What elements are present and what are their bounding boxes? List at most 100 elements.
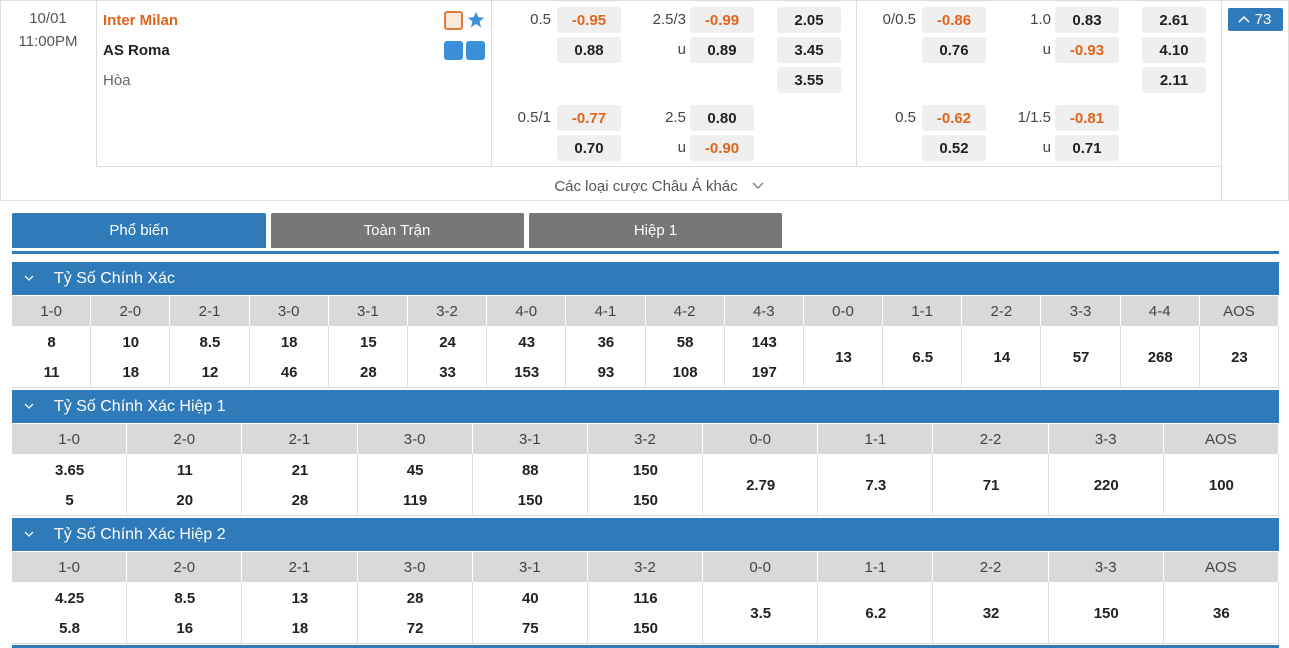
tab[interactable]: Hiệp 1 [529,213,782,248]
score-odds[interactable]: 28 [406,589,424,607]
result-odds[interactable]: 3.55 [777,67,841,93]
score-odds[interactable]: 119 [403,491,428,509]
cell-sep [702,582,704,644]
score-odds[interactable]: 20 [176,491,194,509]
under-odds[interactable]: 0.71 [1055,135,1119,161]
handicap-home-odds[interactable]: -0.77 [557,105,621,131]
score-odds[interactable]: 197 [751,363,777,381]
score-odds[interactable]: 13 [835,348,852,366]
score-odds[interactable]: 100 [1208,476,1234,494]
score-odds[interactable]: 143 [751,333,777,351]
over-odds[interactable]: -0.99 [690,7,754,33]
score-odds[interactable]: 88 [521,461,539,479]
score-odds[interactable]: 18 [122,363,140,381]
handicap-home-odds[interactable]: -0.62 [922,105,986,131]
under-odds[interactable]: -0.90 [690,135,754,161]
score-odds[interactable]: 11 [43,363,60,381]
more-button[interactable] [1228,8,1283,31]
score-odds[interactable]: 14 [993,348,1011,366]
score-odds[interactable]: 11 [176,461,193,479]
score-label: 1-0 [12,552,128,582]
score-label: 3-2 [588,424,704,454]
score-odds[interactable]: 108 [672,363,698,381]
score-odds[interactable]: 46 [280,363,298,381]
score-odds[interactable]: 18 [280,333,298,351]
section-header[interactable] [12,262,1279,295]
score-odds[interactable]: 36 [1213,604,1230,622]
score-odds[interactable]: 3.5 [750,604,772,622]
score-odds[interactable]: 2.79 [746,476,776,494]
under-odds[interactable]: -0.93 [1055,37,1119,63]
score-odds[interactable]: 10 [122,333,140,351]
score-odds[interactable]: 24 [439,333,456,351]
score-odds[interactable]: 3.65 [54,461,85,479]
handicap-away-odds[interactable]: 0.70 [557,135,621,161]
score-odds[interactable]: 33 [439,363,456,381]
score-odds[interactable]: 116 [633,589,658,607]
handicap-away-odds[interactable]: 0.88 [557,37,621,63]
score-odds[interactable]: 8.5 [174,589,196,607]
tab[interactable]: Toàn Trận [270,213,524,248]
score-odds[interactable]: 150 [1093,604,1119,622]
score-odds[interactable]: 6.5 [912,348,934,366]
score-odds[interactable]: 220 [1093,476,1119,494]
score-odds[interactable]: 21 [291,461,309,479]
score-label: 3-3 [1049,424,1164,454]
score-odds[interactable]: 12 [201,363,219,381]
handicap-home-odds[interactable]: -0.86 [922,7,986,33]
section-header[interactable] [12,518,1279,551]
ou-line: 1.0 [1030,11,1051,28]
result-odds[interactable]: 2.05 [777,7,841,33]
score-odds[interactable]: 5 [65,491,74,509]
score-odds[interactable]: 93 [597,363,615,381]
section-header[interactable] [12,390,1279,423]
score-odds[interactable]: 75 [521,619,539,637]
score-odds[interactable]: 150 [632,491,658,509]
score-odds[interactable]: 5.8 [59,619,81,637]
score-odds[interactable]: 72 [406,619,424,637]
over-odds[interactable]: 0.83 [1055,7,1119,33]
under-odds[interactable]: 0.89 [690,37,754,63]
score-odds[interactable]: 16 [176,619,194,637]
score-label: 2-0 [127,552,243,582]
score-label: 1-1 [883,296,963,326]
result-odds[interactable]: 4.10 [1142,37,1206,63]
over-odds[interactable]: 0.80 [690,105,754,131]
score-odds[interactable]: 150 [632,461,658,479]
score-odds[interactable]: 4.25 [54,589,85,607]
score-label: 1-1 [818,424,934,454]
score-odds[interactable]: 150 [632,619,658,637]
score-odds[interactable]: 71 [982,476,1000,494]
score-label: 2-2 [933,552,1049,582]
score-odds[interactable]: 45 [406,461,424,479]
score-odds[interactable]: 7.3 [865,476,887,494]
score-odds[interactable]: 28 [360,363,377,381]
score-label: 4-2 [646,296,725,326]
score-odds[interactable]: 58 [676,333,694,351]
score-odds[interactable]: 153 [514,363,540,381]
score-odds[interactable]: 57 [1072,348,1090,366]
handicap-home-odds[interactable]: -0.95 [557,7,621,33]
result-odds[interactable]: 3.45 [777,37,841,63]
over-odds[interactable]: -0.81 [1055,105,1119,131]
tab[interactable]: Phổ biến [12,213,266,248]
score-odds[interactable]: 32 [982,604,1000,622]
result-odds[interactable]: 2.61 [1142,7,1206,33]
score-odds[interactable]: 8.5 [199,333,221,351]
score-odds[interactable]: 15 [360,333,377,351]
score-odds[interactable]: 36 [597,333,615,351]
score-odds[interactable]: 268 [1147,348,1173,366]
score-odds[interactable]: 150 [517,491,543,509]
score-odds[interactable]: 23 [1231,348,1248,366]
score-odds[interactable]: 8 [47,333,56,351]
handicap-away-odds[interactable]: 0.76 [922,37,986,63]
handicap-away-odds[interactable]: 0.52 [922,135,986,161]
score-odds[interactable]: 28 [291,491,309,509]
score-odds[interactable]: 13 [291,589,309,607]
result-odds[interactable]: 2.11 [1142,67,1206,93]
score-odds[interactable]: 6.2 [865,604,887,622]
cell-sep [241,454,243,516]
score-odds[interactable]: 43 [518,333,536,351]
score-odds[interactable]: 18 [291,619,309,637]
score-odds[interactable]: 40 [521,589,539,607]
